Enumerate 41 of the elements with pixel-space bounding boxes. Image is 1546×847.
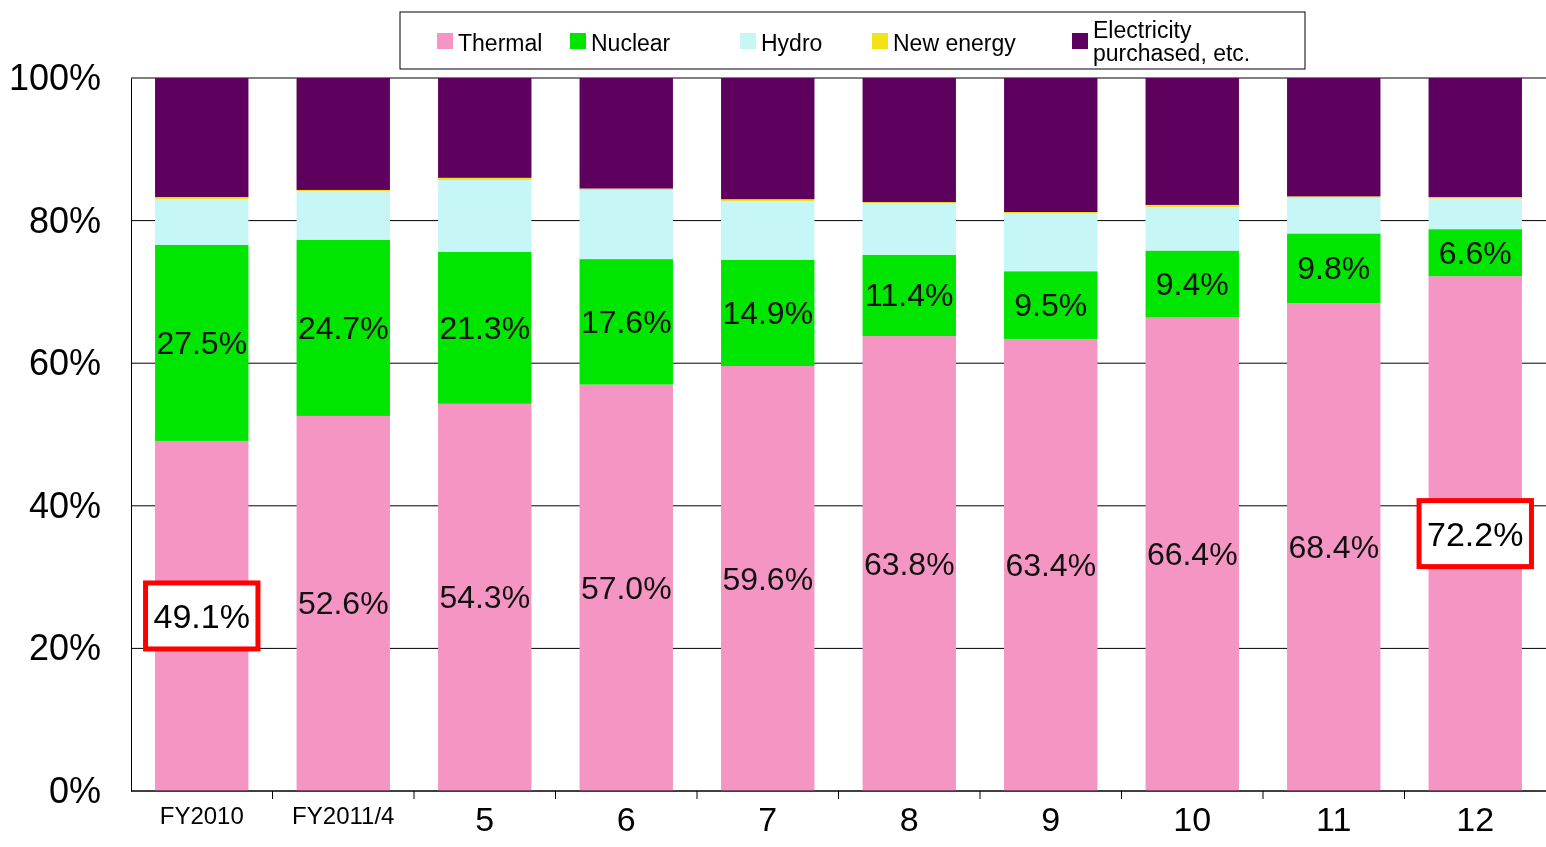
data-label: 27.5% xyxy=(156,324,248,361)
data-label: 21.3% xyxy=(439,309,531,346)
y-tick-label: 0% xyxy=(48,770,101,812)
data-label: 11.4% xyxy=(865,277,954,314)
annotation: 72.2% xyxy=(1427,514,1524,553)
y-tick-label: 100% xyxy=(8,57,101,99)
x-tick-label: 6 xyxy=(616,800,636,839)
data-label: 17.6% xyxy=(580,303,672,340)
legend-label: New energy xyxy=(893,30,1017,56)
data-label: 9.4% xyxy=(1155,266,1229,303)
x-tick-label: FY2010 xyxy=(159,802,244,830)
data-label: 6.6% xyxy=(1438,234,1512,271)
data-label: 54.3% xyxy=(439,579,531,616)
data-label: 63.4% xyxy=(1005,546,1097,583)
legend-label: Thermal xyxy=(458,30,543,56)
y-tick-label: 20% xyxy=(28,627,101,669)
data-label: 66.4% xyxy=(1146,536,1238,573)
data-label: 57.0% xyxy=(580,569,672,606)
y-tick-label: 60% xyxy=(28,342,101,384)
data-label: 59.6% xyxy=(722,560,814,597)
data-label: 24.7% xyxy=(297,309,389,346)
data-label: 9.8% xyxy=(1297,250,1371,287)
data-label: 68.4% xyxy=(1288,529,1380,566)
x-tick-label: 9 xyxy=(1041,800,1061,839)
legend-label: Nuclear xyxy=(591,30,671,56)
y-tick-label: 40% xyxy=(28,484,101,526)
legend-label: Electricity purchased, etc. xyxy=(1093,17,1251,66)
legend-label: Hydro xyxy=(761,30,823,56)
y-tick-label: 80% xyxy=(28,199,101,241)
x-tick-label: 10 xyxy=(1173,800,1212,839)
x-tick-label: 8 xyxy=(899,800,919,839)
data-label: 9.5% xyxy=(1014,287,1088,324)
x-tick-label: 12 xyxy=(1456,800,1495,839)
x-tick-label: FY2011/4 xyxy=(292,802,395,830)
x-tick-label: 7 xyxy=(758,800,778,839)
data-label: 63.8% xyxy=(863,545,955,582)
annotation: 49.1% xyxy=(153,596,250,635)
x-tick-label: 5 xyxy=(475,800,495,839)
x-tick-label: 11 xyxy=(1316,800,1352,839)
data-label: 52.6% xyxy=(297,585,389,622)
data-label: 14.9% xyxy=(722,294,814,331)
